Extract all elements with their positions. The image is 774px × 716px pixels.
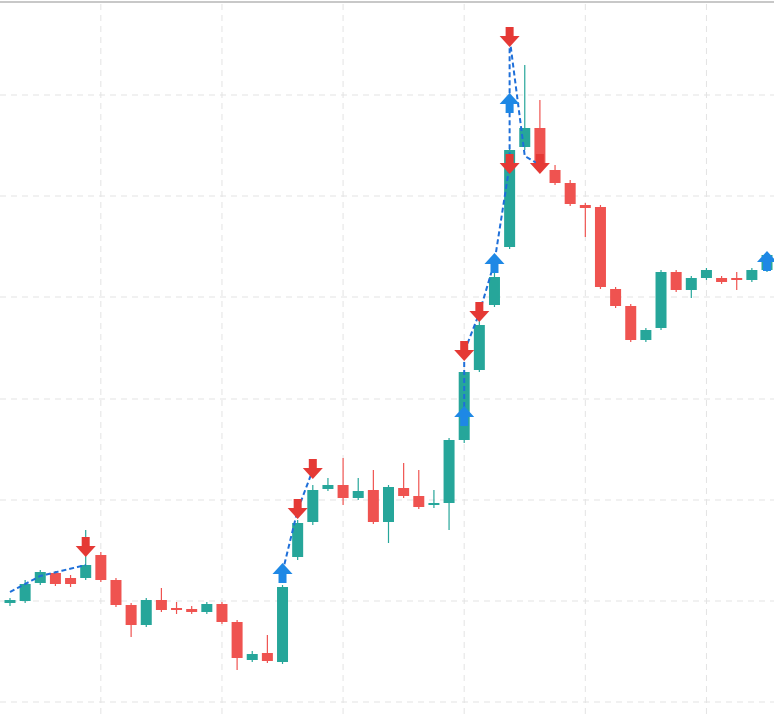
candle-body: [685, 278, 697, 290]
candle-body: [534, 128, 546, 165]
candle-body: [352, 491, 364, 498]
buy-marker: [499, 93, 520, 113]
candle-body: [95, 555, 107, 580]
candle-body: [579, 205, 591, 208]
candle-body: [34, 572, 46, 583]
candle-body: [731, 278, 743, 280]
candle-body: [49, 573, 61, 584]
candle-body: [413, 496, 425, 507]
sell-marker: [75, 537, 96, 557]
candle-body: [307, 490, 319, 522]
candle-body: [488, 277, 500, 305]
buy-marker: [484, 253, 505, 273]
candle-body: [504, 150, 516, 247]
candle-body: [171, 608, 183, 610]
candle-body: [140, 600, 152, 625]
candle-body: [277, 587, 289, 662]
candle-body: [655, 272, 667, 328]
candle-body: [428, 503, 440, 505]
sell-marker: [499, 27, 520, 47]
candle-body: [700, 270, 712, 278]
candle-body: [155, 600, 167, 610]
candle-body: [473, 325, 485, 370]
candle-body: [716, 278, 728, 282]
candle-body: [186, 609, 198, 612]
sell-marker: [287, 499, 308, 519]
candle-body: [640, 330, 652, 340]
signal-line: [9, 37, 541, 593]
candle-body: [292, 523, 304, 557]
candle-body: [110, 580, 122, 605]
candle-body: [443, 440, 455, 503]
candle-body: [201, 604, 213, 612]
candle-body: [261, 653, 273, 661]
candle-body: [746, 270, 758, 280]
sell-marker: [302, 459, 323, 479]
sell-marker: [499, 154, 520, 174]
candle-body: [322, 485, 334, 489]
buy-marker: [272, 563, 293, 583]
candle-body: [519, 128, 531, 147]
candle-body: [4, 600, 16, 603]
candle-body: [398, 488, 410, 496]
candle-body: [19, 584, 31, 601]
candle-body: [80, 565, 92, 578]
candle-body: [625, 306, 637, 340]
candle-body: [564, 183, 576, 204]
sell-marker: [454, 341, 475, 361]
candle-body: [65, 578, 77, 584]
buy-marker: [454, 406, 475, 426]
candle-body: [367, 490, 379, 522]
candle-body: [594, 207, 606, 287]
candle-body: [670, 272, 682, 290]
sell-marker: [529, 154, 550, 174]
candle-body: [231, 622, 243, 658]
candle-body: [383, 487, 394, 522]
sell-marker: [469, 302, 490, 322]
candle-body: [125, 605, 137, 625]
buy-marker: [757, 251, 774, 271]
candle-body: [549, 170, 561, 183]
candle-body: [246, 654, 258, 660]
candle-body: [337, 485, 349, 498]
candle-body: [216, 604, 228, 622]
candle-body: [610, 289, 622, 306]
